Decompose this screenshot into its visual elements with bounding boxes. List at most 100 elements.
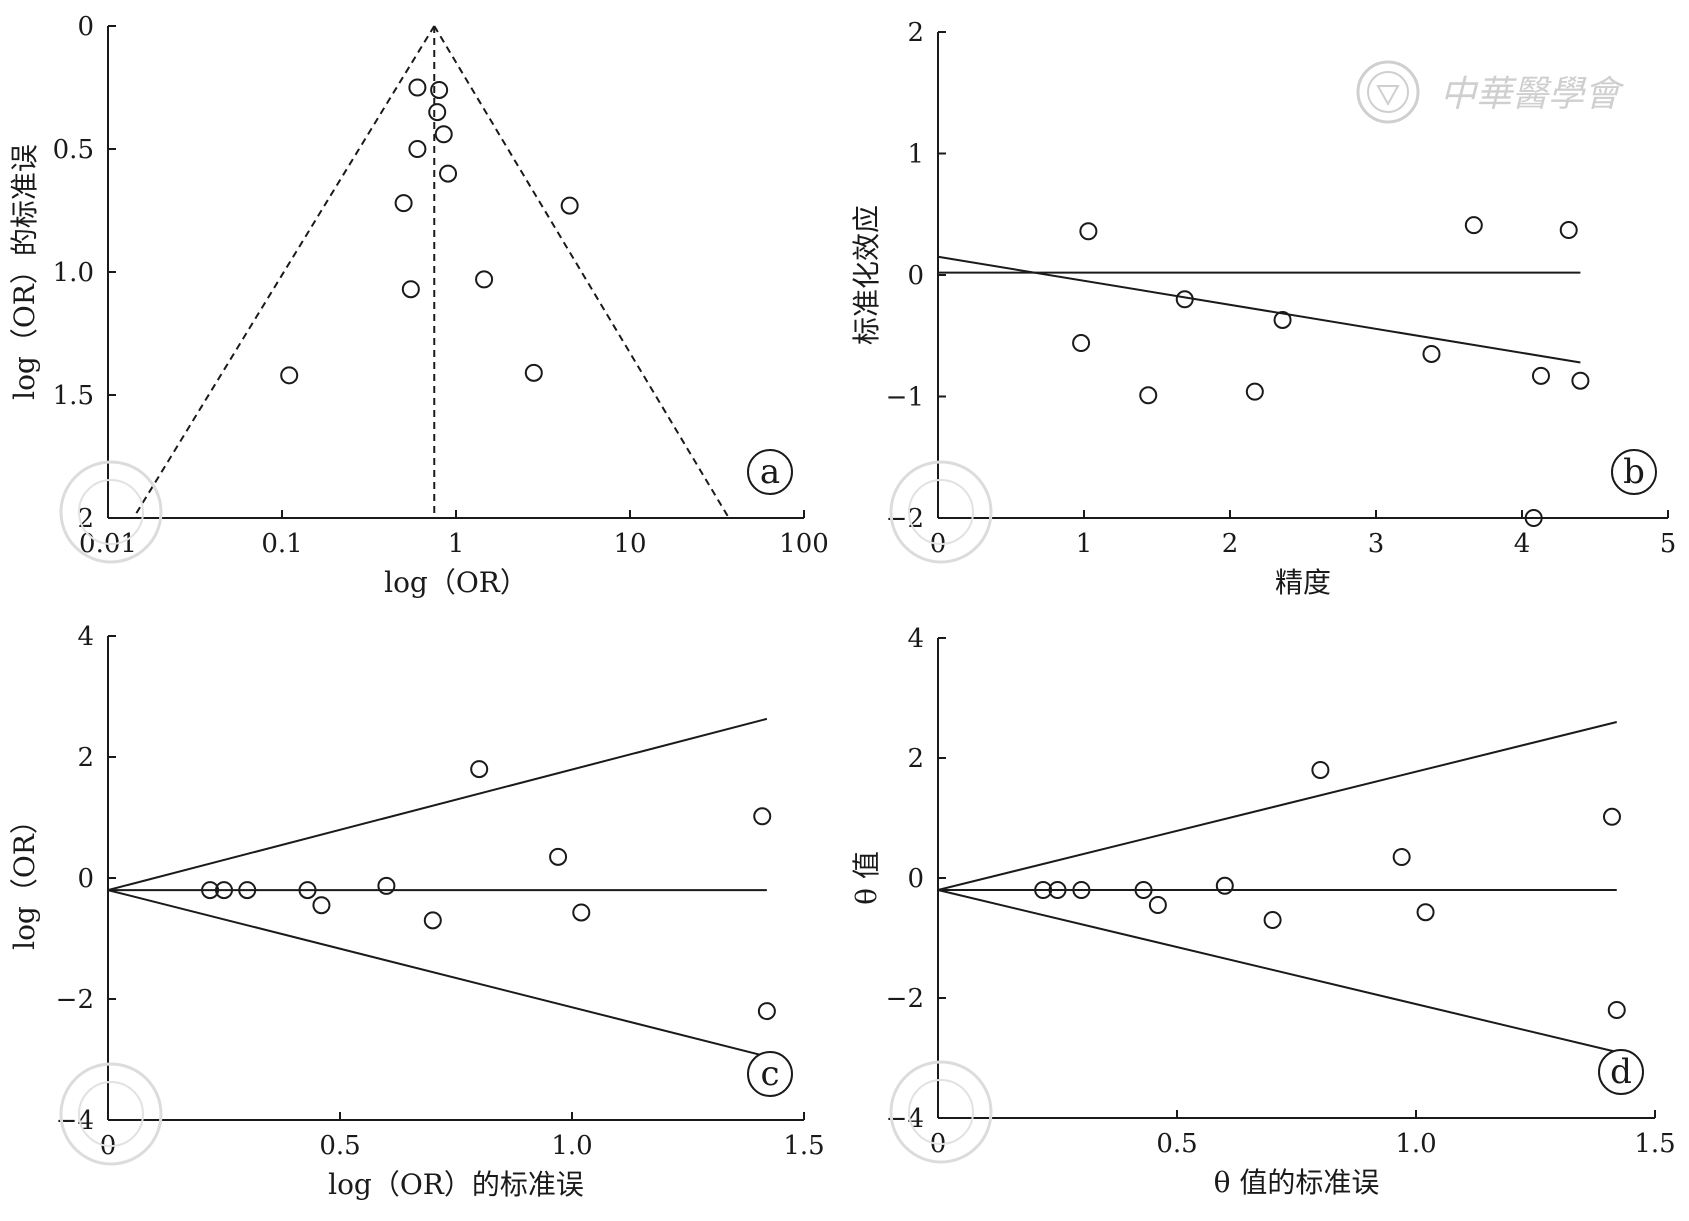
data-point (1464, 216, 1483, 235)
data-point (312, 896, 331, 915)
data-point (1607, 1001, 1626, 1019)
y-tick-label: 2 (907, 18, 924, 48)
reference-line (937, 889, 1617, 1053)
data-point (1392, 848, 1411, 866)
x-tick-label: 3 (1368, 529, 1385, 559)
panel-badge-letter: b (1623, 452, 1645, 492)
reference-line (107, 889, 768, 1058)
x-tick-label: 0.5 (319, 1131, 360, 1161)
panel-badge (1611, 449, 1657, 495)
data-point (1048, 881, 1067, 899)
data-point (1602, 807, 1621, 826)
x-tick-label: 5 (1660, 529, 1677, 559)
x-tick-label: 0.1 (261, 529, 302, 559)
data-point (238, 881, 257, 900)
data-point (1263, 911, 1282, 929)
data-point (428, 103, 447, 122)
data-point (753, 807, 772, 826)
y-tick-label: 2 (907, 744, 924, 774)
data-point (1079, 222, 1098, 241)
x-tick-label: 4 (1514, 529, 1531, 559)
x-tick-label: 1.5 (783, 1131, 824, 1161)
y-tick-label: 4 (77, 622, 94, 652)
y-tick-label: 1 (907, 140, 924, 170)
reference-line (107, 717, 768, 892)
watermark-text: 中華醫學會 (1440, 74, 1625, 115)
data-point (423, 911, 442, 930)
data-point (434, 125, 453, 144)
panel-badge (747, 449, 793, 495)
x-tick-label: 10 (613, 529, 646, 559)
cma-seal-icon (1356, 60, 1420, 124)
funnel-boundary-line (132, 25, 436, 519)
panel-badge-letter: c (760, 1054, 779, 1094)
data-point (1139, 386, 1158, 405)
y-axis-label: log（OR）的标准误 (8, 144, 41, 400)
y-tick-label: 2 (77, 743, 94, 773)
reference-line (937, 255, 1581, 364)
x-tick-label: 1.0 (1395, 1129, 1436, 1159)
x-axis-label: log（OR）的标准误 (328, 1168, 584, 1201)
y-axis-label: log（OR） (8, 806, 41, 950)
panel-badge-letter: d (1610, 1052, 1632, 1092)
data-point (560, 196, 579, 215)
y-axis-label: 标准化效应 (850, 205, 883, 345)
data-point (1531, 366, 1550, 385)
data-point (524, 363, 543, 382)
y-tick-label: −2 (886, 984, 924, 1014)
data-point (377, 876, 396, 895)
data-point (1273, 310, 1292, 329)
data-point (1034, 881, 1053, 899)
data-point (408, 140, 427, 158)
data-point (1311, 761, 1330, 779)
panel-badge (1598, 1049, 1644, 1095)
data-point (1175, 290, 1194, 309)
data-point (1215, 876, 1234, 895)
cma-seal-icon (59, 1062, 163, 1166)
x-tick-label: 1.0 (551, 1131, 592, 1161)
data-point (572, 903, 591, 922)
data-point (298, 881, 317, 900)
x-tick-label: 1 (448, 529, 465, 559)
data-point (1072, 334, 1091, 353)
x-axis-label: log（OR） (384, 566, 528, 599)
y-axis-label: θ 值 (850, 851, 883, 905)
y-tick-label: 0 (77, 12, 94, 42)
y-tick-label: 0 (77, 864, 94, 894)
data-point (1524, 509, 1543, 527)
panel-badge (747, 1051, 793, 1097)
data-point (549, 847, 568, 866)
data-point (401, 280, 420, 299)
y-tick-label: 1.0 (53, 258, 94, 288)
y-tick-label: 0 (907, 261, 924, 291)
reference-line (937, 721, 1618, 891)
data-point (470, 760, 489, 779)
data-point (1072, 881, 1091, 899)
cma-seal-icon (889, 460, 993, 564)
data-point (1416, 903, 1435, 922)
y-tick-label: 1.5 (53, 381, 94, 411)
x-tick-label: 0.5 (1156, 1129, 1197, 1159)
data-point (215, 881, 233, 900)
data-point (1422, 344, 1441, 363)
data-point (408, 78, 427, 97)
data-point (394, 194, 413, 213)
watermark: 中華醫學會 (1356, 60, 1625, 124)
data-point (430, 80, 449, 99)
panel-badge-letter: a (760, 452, 780, 492)
data-point (439, 164, 458, 183)
data-point (201, 881, 220, 900)
data-point (1245, 382, 1264, 401)
data-point (1559, 221, 1578, 240)
data-point (1134, 881, 1153, 899)
cma-seal-icon (59, 460, 163, 564)
x-tick-label: 2 (1222, 529, 1239, 559)
x-tick-label: 1.5 (1634, 1129, 1675, 1159)
x-tick-label: 100 (779, 529, 829, 559)
x-axis-label: 精度 (1275, 566, 1331, 599)
y-tick-label: 0.5 (53, 135, 94, 165)
data-point (1148, 896, 1167, 914)
data-point (1571, 371, 1590, 390)
